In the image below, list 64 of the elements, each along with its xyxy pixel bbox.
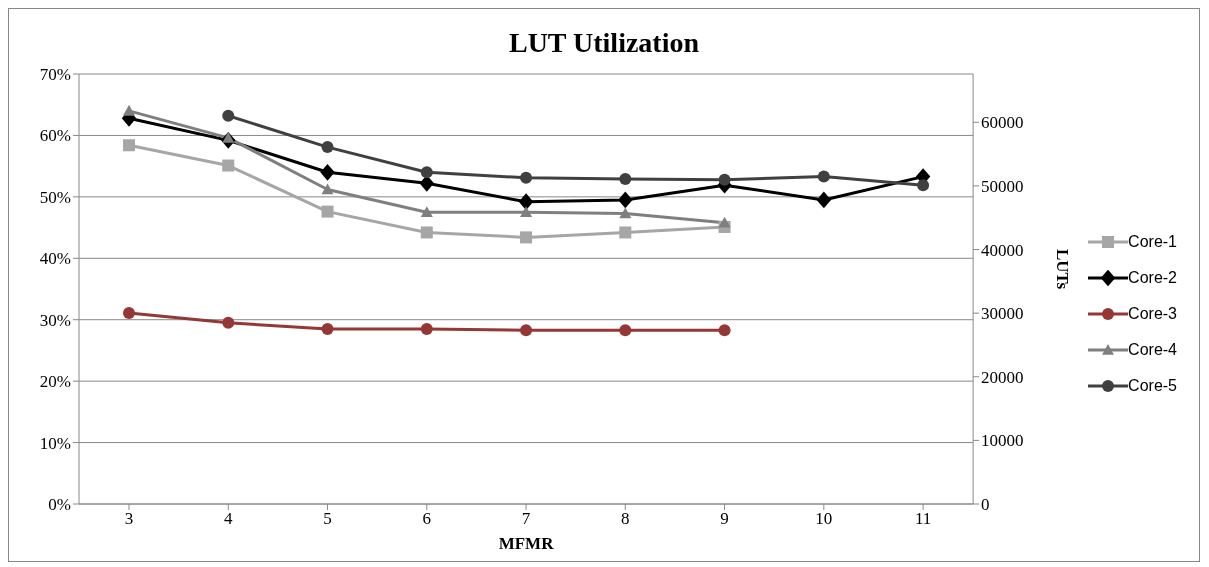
point <box>420 322 433 335</box>
legend-label: Core-2 <box>1128 269 1177 287</box>
y2-tick-label: 0 <box>981 495 990 515</box>
chart-title: LUT Utilization <box>508 27 700 58</box>
y-tick-label: 20% <box>39 372 71 392</box>
point <box>619 226 632 239</box>
legend-label: Core-5 <box>1128 377 1177 395</box>
point <box>420 166 433 179</box>
x-tick-label: 9 <box>720 509 729 529</box>
point <box>321 322 334 335</box>
point <box>619 207 632 219</box>
y-tick-label: 60% <box>39 126 71 146</box>
point <box>718 216 731 228</box>
point <box>321 205 334 218</box>
point <box>123 104 135 116</box>
point <box>222 131 235 143</box>
x-tick-label: 6 <box>422 509 432 529</box>
y-tick-label: 50% <box>39 187 71 207</box>
point <box>420 206 433 218</box>
x-tick-label: 4 <box>224 509 234 529</box>
x-tick-label: 5 <box>323 509 332 529</box>
x-axis-title: MFMR <box>498 534 555 553</box>
point <box>123 306 135 319</box>
point <box>320 163 335 181</box>
y-tick-label: 40% <box>39 249 71 269</box>
point <box>520 324 533 337</box>
point <box>817 170 830 183</box>
y-tick-label: 70% <box>39 65 71 85</box>
point <box>518 193 534 211</box>
y2-tick-label: 20000 <box>981 367 1024 387</box>
point <box>618 191 633 209</box>
point <box>321 183 334 195</box>
y-tick-label: 10% <box>39 433 71 453</box>
y-tick-label: 30% <box>39 310 71 330</box>
point <box>520 231 533 244</box>
y2-tick-label: 50000 <box>981 176 1024 196</box>
legend-label: Core-3 <box>1128 305 1177 323</box>
point <box>123 139 135 152</box>
point <box>816 191 832 209</box>
y2-tick-label: 60000 <box>981 113 1024 133</box>
point <box>520 206 533 218</box>
point <box>222 159 235 172</box>
legend-label: Core-1 <box>1128 233 1177 251</box>
x-tick-label: 3 <box>124 509 134 529</box>
x-tick-label: 10 <box>815 509 833 529</box>
point <box>222 316 235 329</box>
legend-label: Core-4 <box>1128 341 1177 359</box>
point <box>619 173 632 186</box>
x-tick-label: 7 <box>521 509 531 529</box>
y2-tick-label: 40000 <box>981 240 1024 260</box>
x-tick-label: 8 <box>621 509 630 529</box>
point <box>520 171 533 184</box>
y2-tick-label: 30000 <box>981 304 1024 324</box>
point <box>321 141 334 154</box>
point <box>619 324 632 337</box>
y-tick-label: 0% <box>48 495 71 515</box>
y2-axis-title: LUTs <box>1053 248 1073 290</box>
point <box>222 109 235 122</box>
point <box>718 324 731 337</box>
point <box>420 226 433 239</box>
point <box>917 179 930 192</box>
y2-tick-label: 10000 <box>981 431 1024 451</box>
x-tick-label: 11 <box>914 509 932 529</box>
point <box>718 173 731 186</box>
